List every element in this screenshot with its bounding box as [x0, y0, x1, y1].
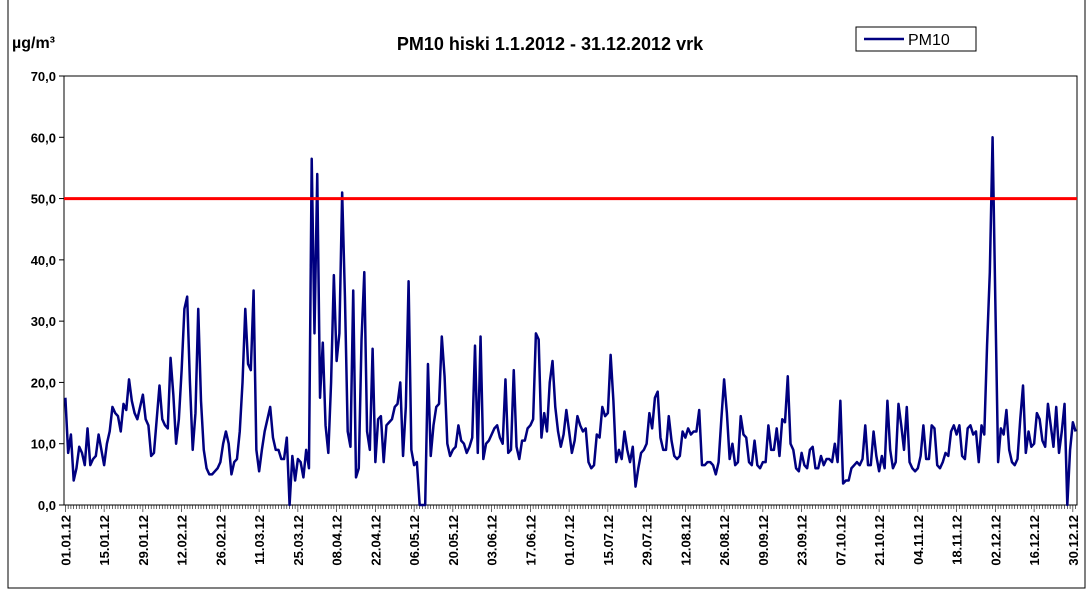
x-tick-label: 01.07.12: [562, 515, 577, 566]
y-tick-label: 40,0: [31, 253, 56, 268]
x-tick-label: 22.04.12: [368, 515, 383, 566]
chart-title: PM10 hiski 1.1.2012 - 31.12.2012 vrk: [397, 34, 704, 54]
x-tick-label: 07.10.12: [833, 515, 848, 566]
x-tick-label: 06.05.12: [407, 515, 422, 566]
chart-frame: [7, 0, 1086, 589]
y-tick-label: 10,0: [31, 437, 56, 452]
x-tick-label: 04.11.12: [911, 515, 926, 565]
x-tick-label: 11.03.12: [252, 515, 267, 565]
x-tick-label: 26.02.12: [213, 515, 228, 566]
x-tick-label: 20.05.12: [446, 515, 461, 566]
x-tick-label: 16.12.12: [1027, 515, 1042, 566]
x-tick-label: 03.06.12: [485, 515, 500, 566]
x-tick-label: 15.01.12: [97, 515, 112, 566]
y-tick-label: 60,0: [31, 130, 56, 145]
x-tick-label: 12.02.12: [175, 515, 190, 566]
x-tick-label: 01.01.12: [58, 515, 73, 566]
y-tick-label: 30,0: [31, 314, 56, 329]
plot-area: [63, 75, 1078, 506]
x-tick-label: 23.09.12: [795, 515, 810, 566]
legend-label: PM10: [908, 32, 950, 49]
x-tick-label: 17.06.12: [523, 515, 538, 566]
x-tick-label: 29.01.12: [136, 515, 151, 566]
x-tick-label: 30.12.12: [1066, 515, 1081, 566]
x-tick-label: 12.08.12: [678, 515, 693, 566]
y-axis-label: µg/m³: [12, 35, 55, 52]
data-line: [64, 136, 1077, 507]
x-tick-label: 26.08.12: [717, 515, 732, 566]
x-tick-label: 21.10.12: [872, 515, 887, 566]
x-tick-label: 02.12.12: [988, 515, 1003, 566]
x-tick-label: 08.04.12: [330, 515, 345, 566]
x-tick-label: 15.07.12: [601, 515, 616, 566]
x-tick-label: 29.07.12: [640, 515, 655, 566]
x-tick-label: 18.11.12: [950, 515, 965, 565]
y-tick-label: 50,0: [31, 192, 56, 207]
y-tick-label: 70,0: [31, 69, 56, 84]
x-tick-label: 09.09.12: [756, 515, 771, 566]
x-tick-label: 25.03.12: [291, 515, 306, 566]
y-tick-label: 20,0: [31, 375, 56, 390]
y-tick-label: 0,0: [38, 498, 56, 513]
